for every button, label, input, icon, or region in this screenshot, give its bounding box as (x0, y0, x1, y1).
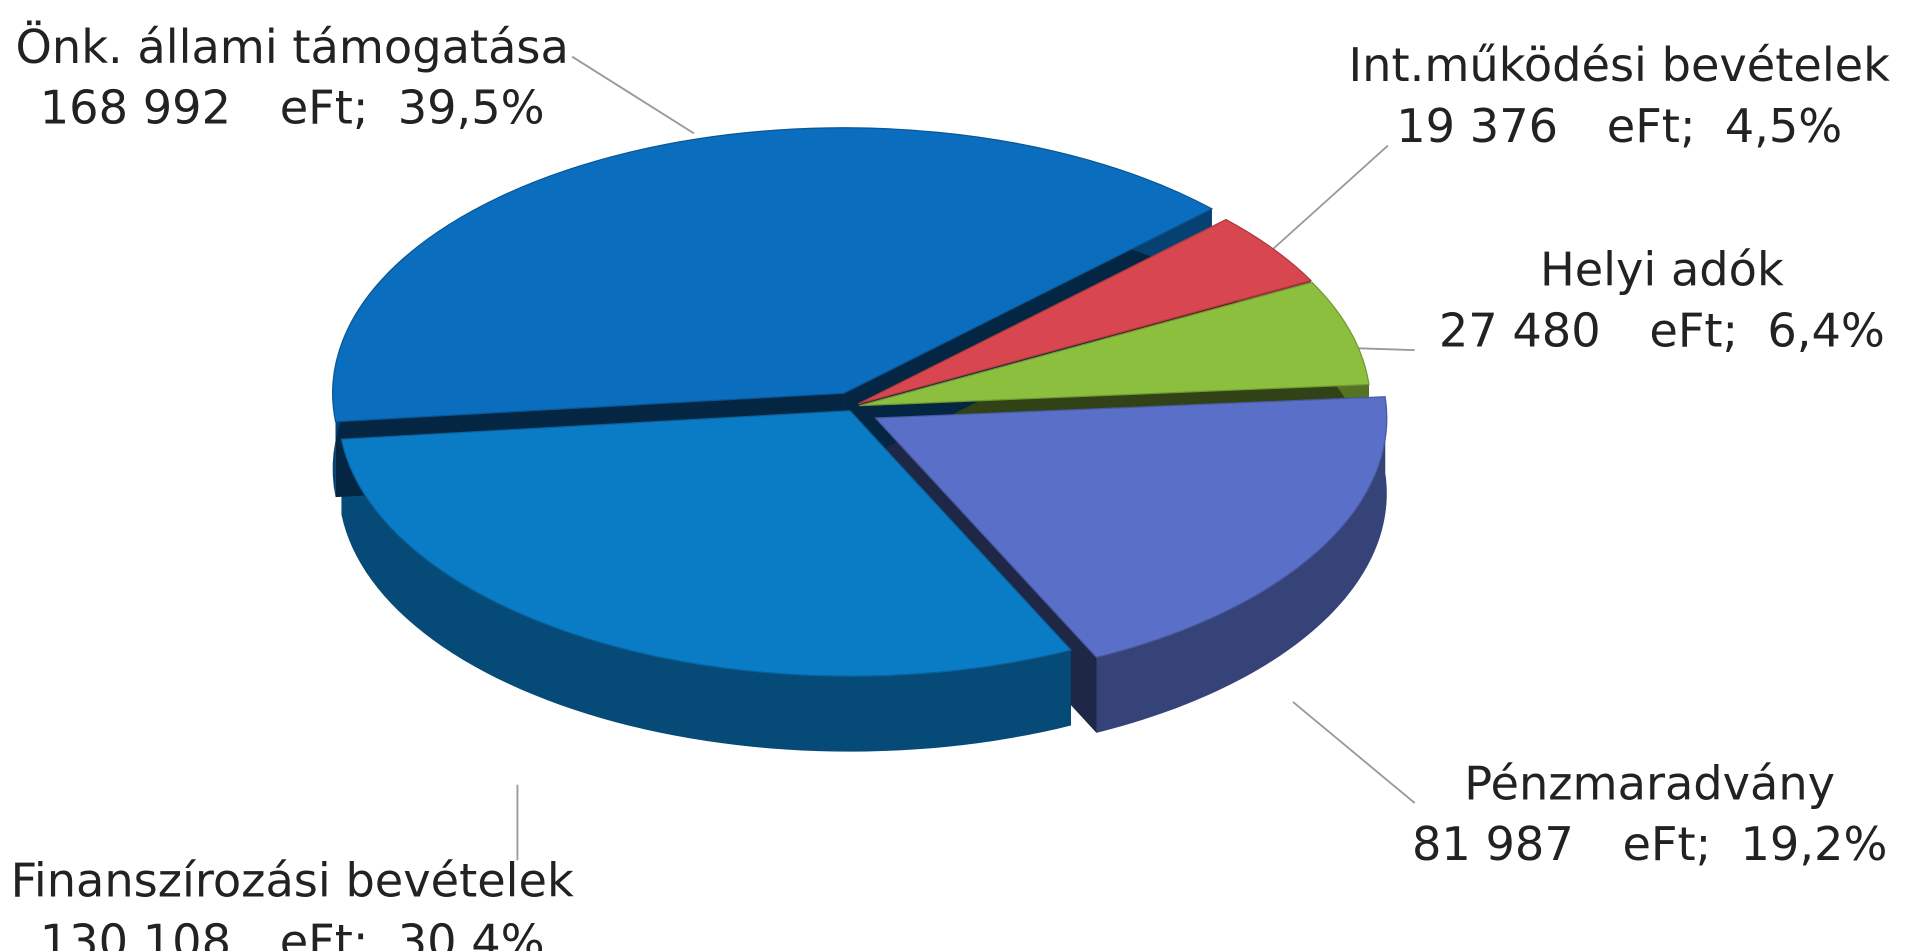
leader-line (1265, 144, 1389, 256)
slice (859, 281, 1370, 407)
slice-value-label: 81 987 eFt; 19,2% (1412, 817, 1887, 871)
leader-line (1292, 701, 1416, 804)
unit-label: eFt; (1649, 303, 1738, 357)
percent-label: 30,4% (398, 915, 545, 951)
unit-label: eFt; (280, 915, 369, 951)
slice-value-label: 27 480 eFt; 6,4% (1439, 303, 1885, 357)
slice-label: Helyi adók (1540, 243, 1784, 297)
unit-label: eFt; (280, 81, 369, 135)
slice-value-label: 168 992 eFt; 39,5% (40, 81, 545, 135)
slice (874, 396, 1388, 659)
slice-label: Int.működési bevételek (1349, 38, 1891, 92)
value-label: 130 108 (40, 915, 231, 951)
value-label: 81 987 (1412, 817, 1574, 871)
slice (340, 410, 1073, 677)
percent-label: 39,5% (398, 81, 545, 135)
unit-label: eFt; (1622, 817, 1711, 871)
slice-label: Önk. állami támogatása (16, 20, 569, 74)
slice-value-label: 130 108 eFt; 30,4% (40, 915, 545, 951)
unit-label: eFt; (1607, 99, 1696, 153)
value-label: 27 480 (1439, 303, 1601, 357)
labels: Int.működési bevételek 19 376 eFt; 4,5% Hely… (11, 20, 1891, 951)
leader-line (571, 55, 695, 135)
percent-label: 6,4% (1767, 303, 1884, 357)
slice-value-label: 19 376 eFt; 4,5% (1396, 99, 1842, 153)
value-label: 168 992 (40, 81, 231, 135)
slice-tops (332, 127, 1388, 677)
leaders (516, 55, 1416, 861)
percent-label: 19,2% (1740, 817, 1887, 871)
slice-side (341, 439, 1071, 752)
slice-label: Finanszírozási bevételek (11, 854, 574, 908)
slice-label: Pénzmaradvány (1464, 756, 1835, 810)
slice-side (1096, 396, 1387, 733)
slice (332, 127, 1214, 423)
value-label: 19 376 (1396, 99, 1558, 153)
percent-label: 4,5% (1725, 99, 1842, 153)
slice (857, 218, 1313, 405)
